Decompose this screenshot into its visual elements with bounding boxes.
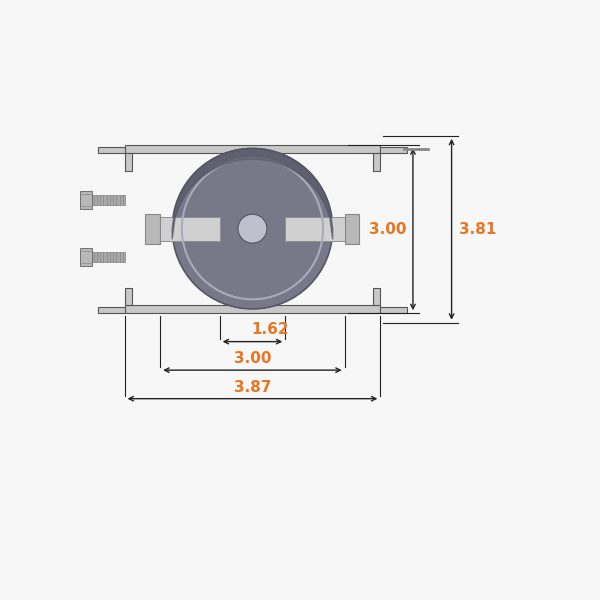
Bar bbox=[380, 147, 407, 153]
Bar bbox=[92, 196, 125, 205]
Bar bbox=[125, 145, 380, 153]
Bar bbox=[344, 214, 359, 244]
Circle shape bbox=[238, 214, 267, 243]
Bar bbox=[145, 214, 160, 244]
Bar bbox=[373, 153, 380, 171]
Bar bbox=[80, 248, 92, 266]
Ellipse shape bbox=[224, 152, 235, 305]
Bar bbox=[98, 307, 125, 313]
Bar bbox=[125, 305, 380, 313]
Bar bbox=[98, 147, 125, 153]
Text: 3.87: 3.87 bbox=[233, 380, 271, 395]
Bar bbox=[380, 307, 407, 313]
Bar bbox=[160, 217, 220, 241]
Text: 1.62: 1.62 bbox=[251, 322, 289, 337]
Bar bbox=[125, 153, 133, 171]
Bar bbox=[125, 287, 133, 305]
Bar bbox=[92, 253, 125, 262]
Circle shape bbox=[172, 148, 332, 309]
Text: 3.00: 3.00 bbox=[233, 351, 271, 366]
Polygon shape bbox=[172, 148, 332, 239]
Text: 3.00: 3.00 bbox=[370, 222, 407, 237]
Bar bbox=[373, 287, 380, 305]
Bar bbox=[285, 217, 344, 241]
Text: 3.81: 3.81 bbox=[459, 222, 496, 237]
Bar bbox=[80, 191, 92, 209]
